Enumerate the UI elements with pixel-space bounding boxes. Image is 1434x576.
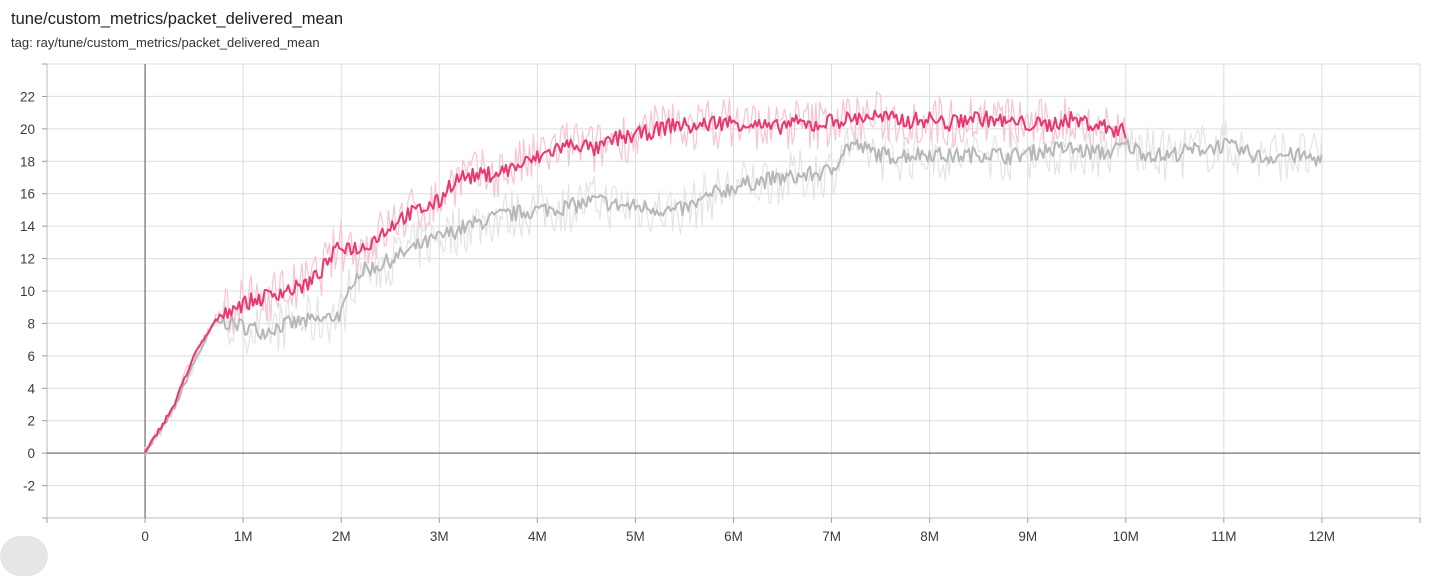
- y-tick-label: 12: [20, 252, 35, 267]
- x-tick-label: 11M: [1211, 529, 1236, 544]
- x-tick-label: 9M: [1018, 529, 1037, 544]
- x-tick-label: 1M: [234, 529, 253, 544]
- series-line: [144, 109, 1127, 454]
- x-tick-label: 6M: [724, 529, 743, 544]
- series-line: [144, 137, 1323, 456]
- tick-labels: 0 1M 2M 3M 4M 5M 6M 7M 8M 9M 10M 11M 12M -2 0 2 4 6 8 10 12 1…: [20, 89, 1335, 544]
- x-tick-label: 3M: [430, 529, 449, 544]
- chart-tag: tag: ray/tune/custom_metrics/packet_deli…: [11, 35, 320, 50]
- y-tick-label: 20: [20, 122, 35, 137]
- x-tick-label: 8M: [920, 529, 939, 544]
- corner-button[interactable]: [0, 536, 48, 576]
- line-chart[interactable]: 0 1M 2M 3M 4M 5M 6M 7M 8M 9M 10M 11M 12M -2 0 2 4 6 8 10 12 1…: [0, 0, 1434, 552]
- series-raw-line: [144, 120, 1323, 455]
- x-tick-label: 2M: [332, 529, 351, 544]
- y-tick-label: 18: [20, 154, 35, 169]
- x-tick-label: 4M: [528, 529, 547, 544]
- y-tick-label: 16: [20, 187, 35, 202]
- chart-title: tune/custom_metrics/packet_delivered_mea…: [11, 10, 344, 28]
- x-tick-label: 10M: [1113, 529, 1139, 544]
- y-tick-label: 2: [27, 414, 35, 429]
- y-tick-label: -2: [23, 479, 35, 494]
- y-tick-label: 10: [20, 284, 35, 299]
- y-tick-label: 4: [27, 381, 35, 396]
- series: [144, 109, 1323, 456]
- x-tick-label: 7M: [822, 529, 841, 544]
- x-tick-label: 0: [141, 529, 149, 544]
- y-tick-label: 0: [27, 446, 35, 461]
- series-raw-line: [144, 91, 1127, 455]
- raw-series: [144, 91, 1323, 455]
- y-tick-label: 6: [27, 349, 35, 364]
- x-tick-label: 5M: [626, 529, 645, 544]
- y-tick-label: 22: [20, 89, 35, 104]
- y-tick-label: 8: [27, 316, 35, 331]
- y-tick-label: 14: [20, 219, 36, 234]
- axes: [42, 63, 1421, 523]
- x-tick-label: 12M: [1309, 529, 1335, 544]
